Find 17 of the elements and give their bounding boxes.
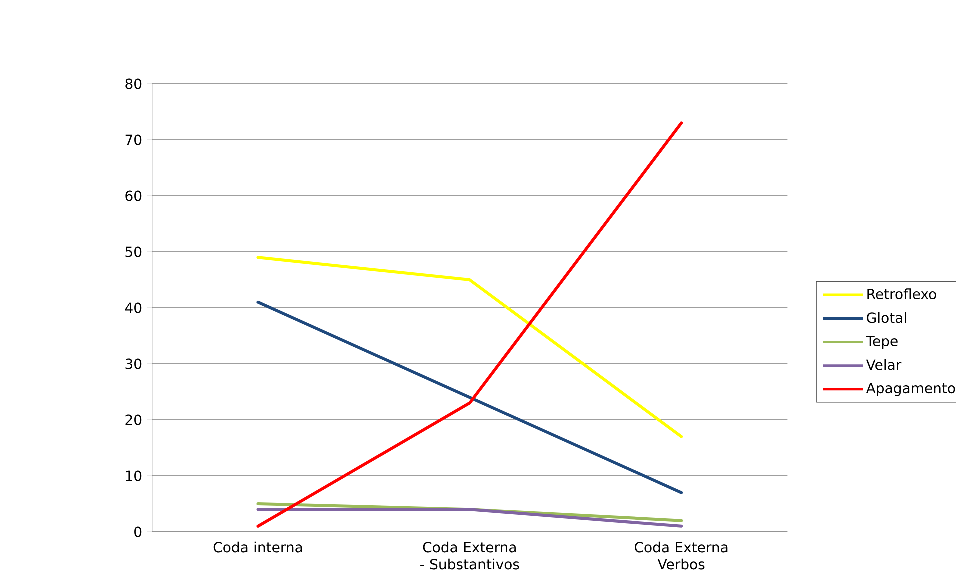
- legend-label: Tepe: [866, 336, 898, 350]
- x-tick-label: Coda interna: [214, 542, 302, 553]
- y-tick-label: 10: [126, 470, 142, 482]
- y-tick-label: 70: [126, 134, 142, 146]
- y-tick-label: 0: [134, 526, 142, 538]
- y-tick-label: 30: [126, 358, 142, 370]
- legend-label: Apagamento: [866, 383, 956, 396]
- y-tick-label: 80: [126, 78, 142, 90]
- legend-label: Glotal: [867, 312, 906, 324]
- legend-label: Retroflexo: [868, 288, 936, 300]
- x-tick-label: Coda Externa - Substantivos: [420, 542, 520, 570]
- legend-label: Velar: [866, 359, 902, 370]
- x-tick-label: Coda Externa Verbos: [635, 542, 728, 570]
- y-tick-label: 60: [126, 190, 142, 202]
- y-tick-label: 20: [126, 414, 142, 426]
- y-tick-label: 50: [126, 246, 142, 258]
- y-tick-label: 40: [125, 302, 142, 314]
